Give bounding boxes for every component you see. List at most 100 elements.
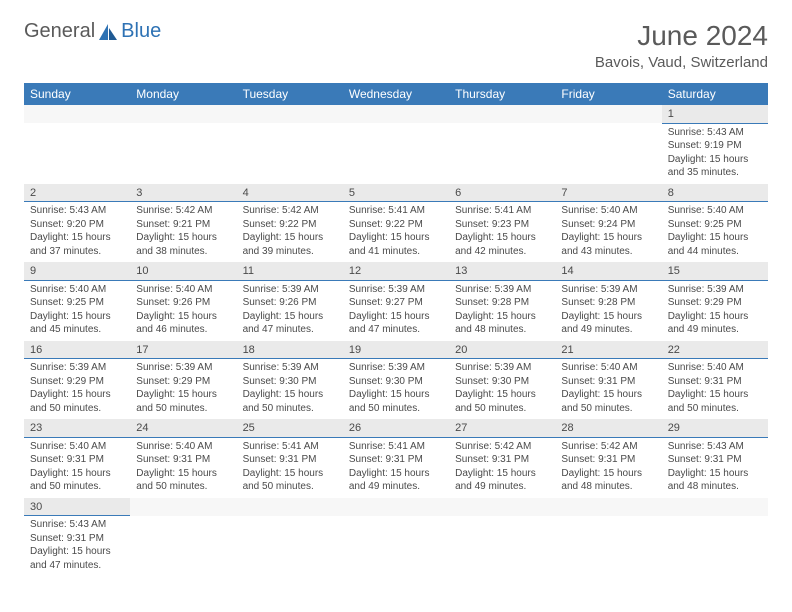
logo-sail-icon <box>97 22 119 42</box>
day-content-row: Sunrise: 5:40 AMSunset: 9:31 PMDaylight:… <box>24 437 768 498</box>
day-number-cell: 22 <box>662 341 768 359</box>
day-content-cell <box>449 123 555 184</box>
day-number-cell: 2 <box>24 184 130 202</box>
day-number-row: 2345678 <box>24 184 768 202</box>
day-content-cell <box>555 123 661 184</box>
day-content-cell <box>343 516 449 577</box>
day-number-cell: 5 <box>343 184 449 202</box>
day-number-cell: 7 <box>555 184 661 202</box>
day-content-cell: Sunrise: 5:42 AMSunset: 9:21 PMDaylight:… <box>130 202 236 263</box>
day-content-cell: Sunrise: 5:40 AMSunset: 9:25 PMDaylight:… <box>662 202 768 263</box>
day-number-cell: 16 <box>24 341 130 359</box>
day-content-cell: Sunrise: 5:39 AMSunset: 9:27 PMDaylight:… <box>343 280 449 341</box>
day-number-cell <box>24 105 130 123</box>
day-content-row: Sunrise: 5:39 AMSunset: 9:29 PMDaylight:… <box>24 359 768 420</box>
day-number-cell <box>343 105 449 123</box>
header: General Blue June 2024 Bavois, Vaud, Swi… <box>24 20 768 71</box>
location: Bavois, Vaud, Switzerland <box>595 54 768 71</box>
day-content-cell: Sunrise: 5:41 AMSunset: 9:31 PMDaylight:… <box>343 437 449 498</box>
day-number-cell: 27 <box>449 419 555 437</box>
day-content-cell <box>24 123 130 184</box>
weekday-header: Tuesday <box>237 83 343 105</box>
day-content-cell: Sunrise: 5:39 AMSunset: 9:30 PMDaylight:… <box>343 359 449 420</box>
day-content-cell <box>555 516 661 577</box>
day-content-cell: Sunrise: 5:39 AMSunset: 9:28 PMDaylight:… <box>449 280 555 341</box>
day-number-cell: 30 <box>24 498 130 516</box>
day-number-row: 30 <box>24 498 768 516</box>
logo: General Blue <box>24 20 161 43</box>
day-number-cell: 13 <box>449 262 555 280</box>
weekday-header: Saturday <box>662 83 768 105</box>
day-content-cell: Sunrise: 5:39 AMSunset: 9:29 PMDaylight:… <box>24 359 130 420</box>
day-content-cell: Sunrise: 5:41 AMSunset: 9:22 PMDaylight:… <box>343 202 449 263</box>
day-number-cell: 6 <box>449 184 555 202</box>
day-content-cell: Sunrise: 5:42 AMSunset: 9:22 PMDaylight:… <box>237 202 343 263</box>
weekday-header: Friday <box>555 83 661 105</box>
day-content-cell <box>130 516 236 577</box>
day-content-row: Sunrise: 5:43 AMSunset: 9:31 PMDaylight:… <box>24 516 768 577</box>
day-number-cell: 28 <box>555 419 661 437</box>
day-content-cell <box>449 516 555 577</box>
day-content-cell: Sunrise: 5:39 AMSunset: 9:30 PMDaylight:… <box>237 359 343 420</box>
day-content-cell: Sunrise: 5:42 AMSunset: 9:31 PMDaylight:… <box>555 437 661 498</box>
day-number-cell: 15 <box>662 262 768 280</box>
day-number-cell: 21 <box>555 341 661 359</box>
day-content-cell: Sunrise: 5:40 AMSunset: 9:26 PMDaylight:… <box>130 280 236 341</box>
day-number-row: 9101112131415 <box>24 262 768 280</box>
day-number-cell: 3 <box>130 184 236 202</box>
day-content-cell <box>237 516 343 577</box>
day-number-cell: 17 <box>130 341 236 359</box>
day-content-cell: Sunrise: 5:40 AMSunset: 9:24 PMDaylight:… <box>555 202 661 263</box>
day-content-cell: Sunrise: 5:43 AMSunset: 9:19 PMDaylight:… <box>662 123 768 184</box>
day-content-cell: Sunrise: 5:39 AMSunset: 9:30 PMDaylight:… <box>449 359 555 420</box>
day-content-cell: Sunrise: 5:41 AMSunset: 9:23 PMDaylight:… <box>449 202 555 263</box>
day-content-cell: Sunrise: 5:41 AMSunset: 9:31 PMDaylight:… <box>237 437 343 498</box>
day-number-cell: 11 <box>237 262 343 280</box>
logo-text-blue: Blue <box>121 20 161 43</box>
logo-text-general: General <box>24 20 95 43</box>
day-number-row: 16171819202122 <box>24 341 768 359</box>
day-number-cell: 4 <box>237 184 343 202</box>
weekday-header: Monday <box>130 83 236 105</box>
day-content-cell <box>662 516 768 577</box>
day-number-cell: 14 <box>555 262 661 280</box>
day-content-cell: Sunrise: 5:40 AMSunset: 9:31 PMDaylight:… <box>24 437 130 498</box>
calendar-table: Sunday Monday Tuesday Wednesday Thursday… <box>24 83 768 576</box>
day-content-cell: Sunrise: 5:39 AMSunset: 9:26 PMDaylight:… <box>237 280 343 341</box>
day-content-cell: Sunrise: 5:40 AMSunset: 9:31 PMDaylight:… <box>555 359 661 420</box>
day-content-cell: Sunrise: 5:42 AMSunset: 9:31 PMDaylight:… <box>449 437 555 498</box>
day-content-cell: Sunrise: 5:43 AMSunset: 9:20 PMDaylight:… <box>24 202 130 263</box>
day-number-row: 23242526272829 <box>24 419 768 437</box>
day-content-cell <box>237 123 343 184</box>
day-content-cell: Sunrise: 5:40 AMSunset: 9:25 PMDaylight:… <box>24 280 130 341</box>
calendar-body: 1Sunrise: 5:43 AMSunset: 9:19 PMDaylight… <box>24 105 768 576</box>
day-content-cell: Sunrise: 5:40 AMSunset: 9:31 PMDaylight:… <box>662 359 768 420</box>
day-number-cell: 26 <box>343 419 449 437</box>
day-number-cell <box>130 498 236 516</box>
day-number-cell: 25 <box>237 419 343 437</box>
day-content-cell <box>130 123 236 184</box>
day-number-cell: 24 <box>130 419 236 437</box>
day-number-cell: 18 <box>237 341 343 359</box>
day-number-cell <box>237 105 343 123</box>
month-title: June 2024 <box>595 20 768 52</box>
day-content-cell: Sunrise: 5:39 AMSunset: 9:28 PMDaylight:… <box>555 280 661 341</box>
weekday-header-row: Sunday Monday Tuesday Wednesday Thursday… <box>24 83 768 105</box>
day-number-cell <box>555 498 661 516</box>
day-content-cell: Sunrise: 5:43 AMSunset: 9:31 PMDaylight:… <box>24 516 130 577</box>
day-number-cell: 10 <box>130 262 236 280</box>
day-content-row: Sunrise: 5:43 AMSunset: 9:20 PMDaylight:… <box>24 202 768 263</box>
weekday-header: Sunday <box>24 83 130 105</box>
day-content-cell: Sunrise: 5:39 AMSunset: 9:29 PMDaylight:… <box>130 359 236 420</box>
day-number-cell: 23 <box>24 419 130 437</box>
day-content-cell: Sunrise: 5:43 AMSunset: 9:31 PMDaylight:… <box>662 437 768 498</box>
day-number-cell: 19 <box>343 341 449 359</box>
day-number-cell <box>449 498 555 516</box>
day-content-cell: Sunrise: 5:39 AMSunset: 9:29 PMDaylight:… <box>662 280 768 341</box>
day-number-cell <box>662 498 768 516</box>
weekday-header: Thursday <box>449 83 555 105</box>
day-number-cell: 9 <box>24 262 130 280</box>
weekday-header: Wednesday <box>343 83 449 105</box>
day-number-cell: 8 <box>662 184 768 202</box>
day-number-cell: 12 <box>343 262 449 280</box>
